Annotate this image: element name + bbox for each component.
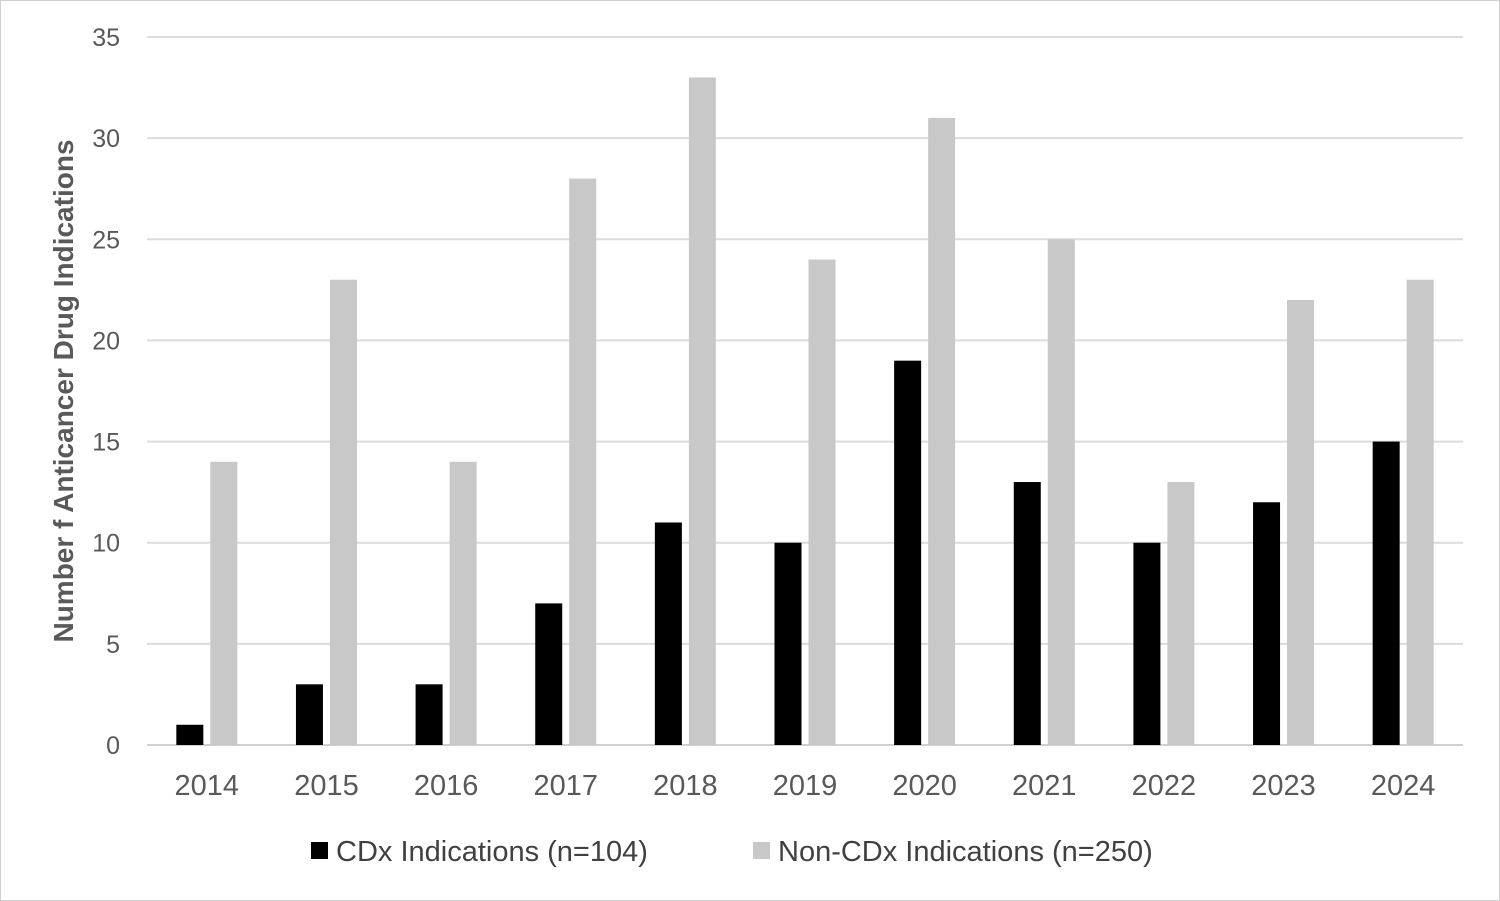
x-tick-label: 2017: [533, 770, 598, 802]
y-tick-labels: 0 5 10 15 20 25 30 35: [92, 24, 120, 760]
x-tick-label: 2015: [294, 770, 359, 802]
bar-cdx: [535, 603, 563, 745]
y-tick-label: 5: [106, 631, 120, 659]
y-tick-label: 20: [92, 327, 120, 355]
x-tick-label: 2014: [175, 770, 240, 802]
x-tick-label: 2020: [892, 770, 957, 802]
bar-non-cdx: [808, 259, 836, 745]
x-tick-label: 2024: [1371, 770, 1436, 802]
x-tick-label: 2019: [773, 770, 838, 802]
bar-non-cdx: [210, 461, 238, 745]
bars: [176, 77, 1434, 746]
x-tick-labels: 2014 2015 2016 2017 2018 2019 2020 2021 2022 2023…: [175, 770, 1436, 802]
bar-non-cdx: [569, 178, 597, 746]
bar-cdx: [1133, 542, 1161, 745]
bar-cdx: [415, 684, 443, 745]
gridlines: [147, 36, 1463, 746]
bar-non-cdx: [1047, 239, 1075, 746]
x-tick-label: 2022: [1132, 770, 1197, 802]
legend: CDx Indications (n=104) Non-CDx Indicati…: [311, 836, 1153, 868]
bar-cdx: [1253, 502, 1281, 745]
y-tick-label: 25: [92, 226, 120, 254]
bar-non-cdx: [1167, 482, 1195, 745]
bar-non-cdx: [928, 117, 956, 745]
y-tick-label: 30: [92, 125, 120, 153]
bar-cdx: [295, 684, 323, 745]
bar-cdx: [774, 542, 802, 745]
legend-swatch-non-cdx: [753, 842, 770, 859]
bar-cdx: [1372, 441, 1400, 745]
legend-label-cdx: CDx Indications (n=104): [336, 836, 648, 868]
bar-cdx: [654, 522, 682, 745]
x-tick-label: 2021: [1012, 770, 1077, 802]
bar-cdx: [176, 724, 204, 745]
bar-non-cdx: [688, 77, 716, 745]
bar-non-cdx: [449, 461, 477, 745]
bar-non-cdx: [1287, 299, 1315, 745]
x-tick-label: 2023: [1251, 770, 1316, 802]
bar-cdx: [894, 360, 922, 745]
x-tick-label: 2016: [414, 770, 479, 802]
bar-cdx: [1013, 482, 1041, 745]
y-axis-label: Number f Anticancer Drug Indications: [48, 139, 79, 642]
y-tick-label: 0: [106, 732, 120, 760]
bar-non-cdx: [1406, 279, 1434, 745]
x-tick-label: 2018: [653, 770, 718, 802]
y-tick-label: 35: [92, 24, 120, 52]
bar-non-cdx: [329, 279, 357, 745]
y-tick-label: 15: [92, 429, 120, 457]
legend-label-non-cdx: Non-CDx Indications (n=250): [778, 836, 1153, 868]
y-tick-label: 10: [92, 530, 120, 558]
legend-swatch-cdx: [311, 842, 328, 859]
